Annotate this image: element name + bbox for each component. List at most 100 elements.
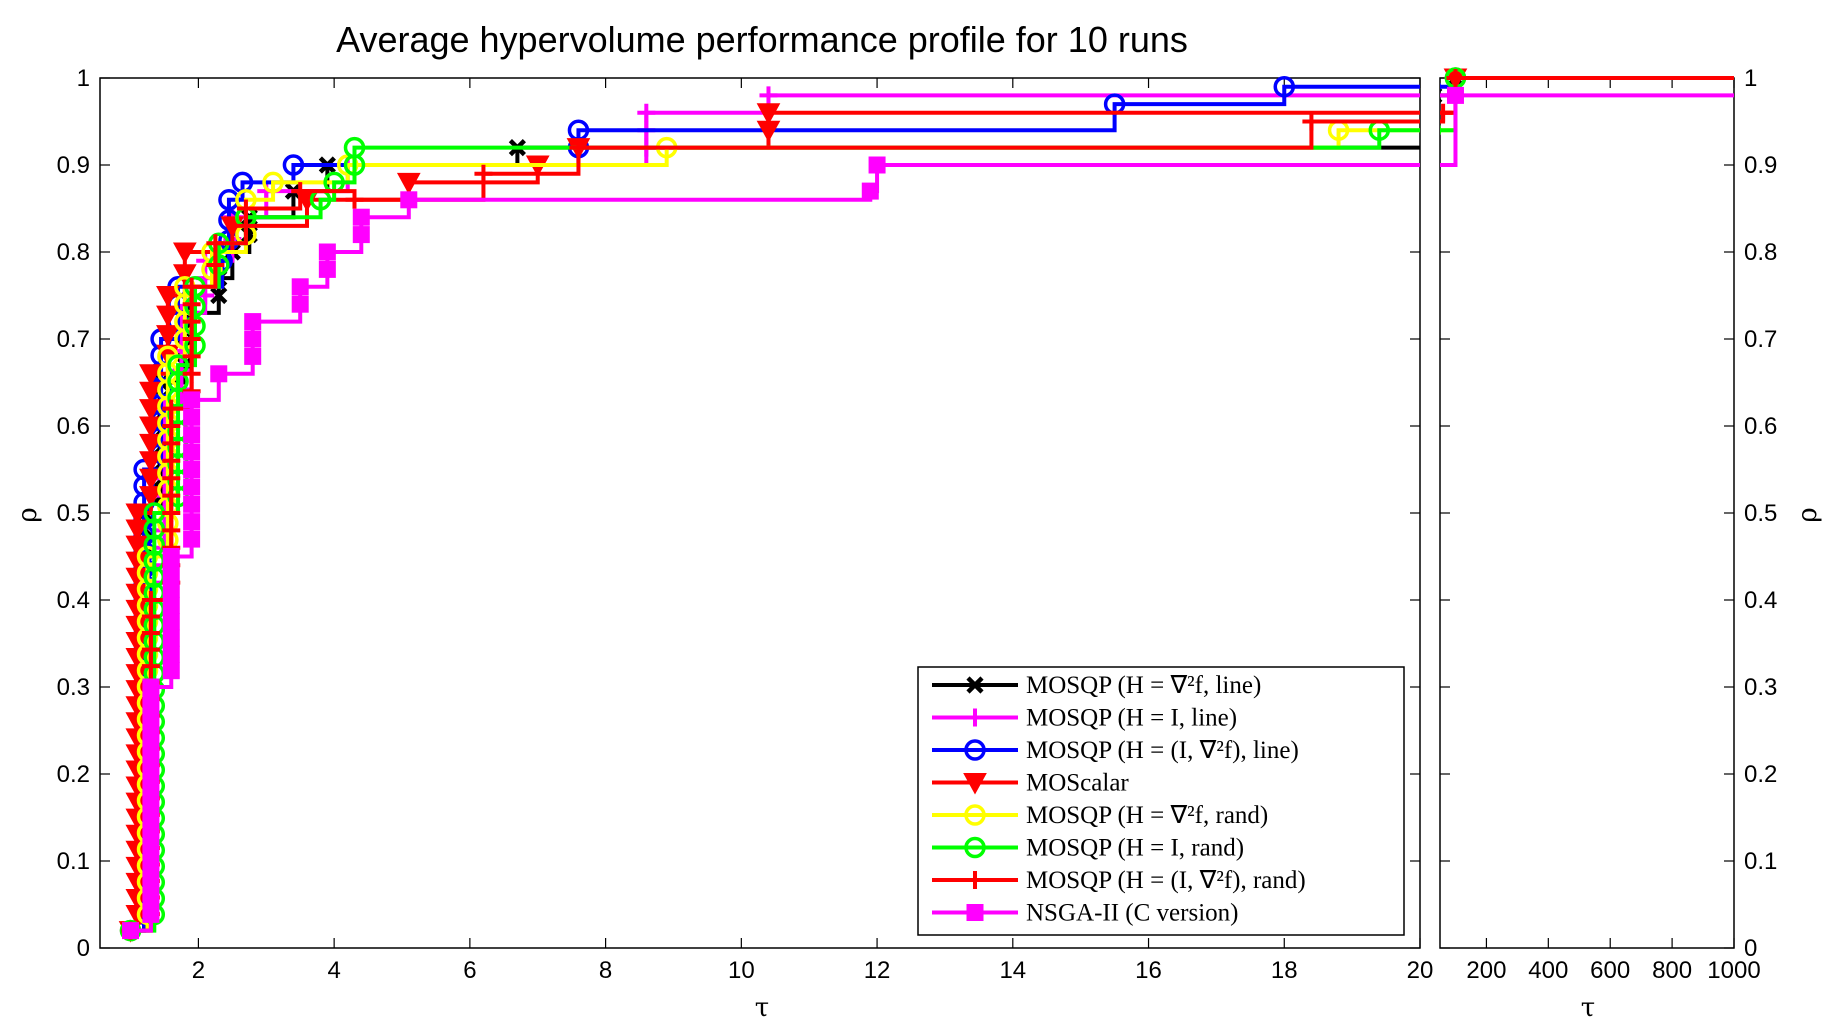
x-tick-label-side: 200 [1466, 957, 1506, 984]
data-point-marker [244, 330, 262, 348]
legend: MOSQP (H = ∇²f, line) MOSQP (H = I, line)… [917, 666, 1405, 936]
legend-label: NSGA-II (C version) [1026, 900, 1238, 927]
data-point-marker [756, 103, 781, 125]
y-tick-label-right: 0.7 [1744, 326, 1777, 353]
y-tick-label-left: 0.8 [57, 239, 90, 266]
x-tick-label-side: 1000 [1707, 957, 1760, 984]
data-point-marker [142, 840, 160, 858]
data-point-marker [156, 286, 180, 308]
data-point-marker [474, 164, 493, 183]
x-axis-label-side: τ [1581, 993, 1595, 1023]
data-point-marker [142, 775, 160, 793]
data-point-marker [162, 451, 181, 470]
x-tick-label-side: 600 [1590, 957, 1630, 984]
data-point-marker [244, 313, 262, 331]
data-point-marker [172, 264, 197, 286]
data-point-marker [352, 226, 370, 244]
data-point-marker [396, 172, 421, 195]
data-point-marker [142, 710, 160, 728]
data-point-marker [262, 171, 284, 194]
data-point-marker [182, 347, 201, 366]
data-point-marker [162, 469, 181, 488]
data-point-marker [142, 824, 160, 842]
data-point-marker [343, 154, 366, 176]
legend-item: MOSQP (H = I, line) [932, 705, 1237, 732]
x-tick-label-side: 400 [1528, 957, 1568, 984]
data-point-marker [162, 613, 180, 631]
data-point-marker [162, 548, 180, 565]
data-point-marker [868, 156, 886, 174]
y-tick-label-right: 0.8 [1744, 239, 1777, 266]
y-tick-label-right: 0.4 [1744, 587, 1777, 614]
data-point-marker [142, 905, 160, 923]
data-point-marker [167, 370, 189, 393]
data-point-marker [964, 836, 986, 859]
data-point-marker [183, 513, 201, 531]
data-point-marker [142, 743, 160, 761]
data-point-marker [183, 443, 201, 461]
y-tick-label-right: 0.6 [1744, 413, 1777, 440]
data-point-marker [318, 243, 336, 261]
data-point-marker [162, 662, 180, 680]
side-plot-panel: 0 0.1 0.2 0.3 0.4 0.5 0.6 0.7 0.8 0.9 1 200 400 600 80… [1439, 65, 1777, 984]
data-point-marker [206, 234, 225, 253]
data-point-marker [142, 678, 160, 696]
y-tick-label-right: 0.9 [1744, 152, 1777, 179]
data-point-marker [182, 364, 201, 383]
data-point-marker [141, 591, 160, 609]
data-point-marker [861, 182, 879, 200]
series-6 [1440, 69, 1734, 124]
data-point-marker [1273, 75, 1296, 98]
data-point-marker [210, 365, 228, 383]
data-point-marker [569, 138, 588, 157]
series-7 [1440, 86, 1734, 167]
data-point-marker [162, 521, 181, 540]
y-axis-label-right: ρ [1793, 507, 1823, 522]
data-point-marker [172, 242, 197, 265]
legend-label: MOSQP (H = I, rand) [1026, 835, 1244, 862]
data-point-marker [182, 312, 201, 331]
series-group-side [1440, 67, 1734, 167]
data-point-marker [162, 629, 180, 647]
data-point-marker [183, 408, 201, 426]
legend-item: MOSQP (H = (I, ∇²f), rand) [932, 867, 1306, 894]
x-tick-label-main: 18 [1271, 957, 1298, 984]
data-point-marker [183, 478, 201, 496]
main-plot-panel: 00.10.20.30.40.50.60.70.80.912 4 6 8 10 12 14 1… [57, 65, 1434, 984]
data-point-marker [964, 739, 986, 761]
data-point-marker [156, 305, 180, 328]
data-point-marker [141, 657, 160, 676]
y-tick-label-right: 0.2 [1744, 761, 1777, 788]
data-point-marker [184, 295, 206, 318]
data-point-marker [966, 708, 984, 727]
data-point-marker [142, 857, 160, 875]
series-7 [122, 156, 1420, 940]
data-point-marker [182, 295, 201, 314]
data-point-marker [966, 871, 984, 889]
y-tick-label-left: 1 [77, 65, 90, 92]
legend-box [917, 666, 1405, 936]
x-tick-label-main: 12 [864, 957, 891, 984]
data-point-marker [141, 624, 160, 643]
data-point-marker [142, 873, 160, 891]
y-tick-label-right: 0 [1744, 935, 1757, 962]
data-point-marker [291, 295, 309, 313]
data-point-marker [183, 461, 201, 478]
data-point-marker [142, 759, 160, 777]
x-tick-label-main: 14 [999, 957, 1026, 984]
data-point-marker [318, 260, 336, 278]
y-axis-label-left: ρ [13, 507, 43, 522]
data-point-marker [206, 256, 225, 275]
data-point-marker [756, 120, 781, 143]
data-point-marker [291, 182, 310, 201]
x-tick-label-main: 16 [1135, 957, 1162, 984]
data-point-marker [142, 727, 160, 745]
y-tick-label-left: 0.9 [57, 152, 90, 179]
data-point-marker [162, 580, 180, 598]
data-point-marker [400, 191, 418, 209]
legend-label: MOSQP (H = (I, ∇²f), rand) [1026, 867, 1306, 894]
data-point-marker [183, 426, 201, 444]
series-group-main [118, 75, 1420, 943]
legend-item: NSGA-II (C version) [932, 900, 1238, 927]
